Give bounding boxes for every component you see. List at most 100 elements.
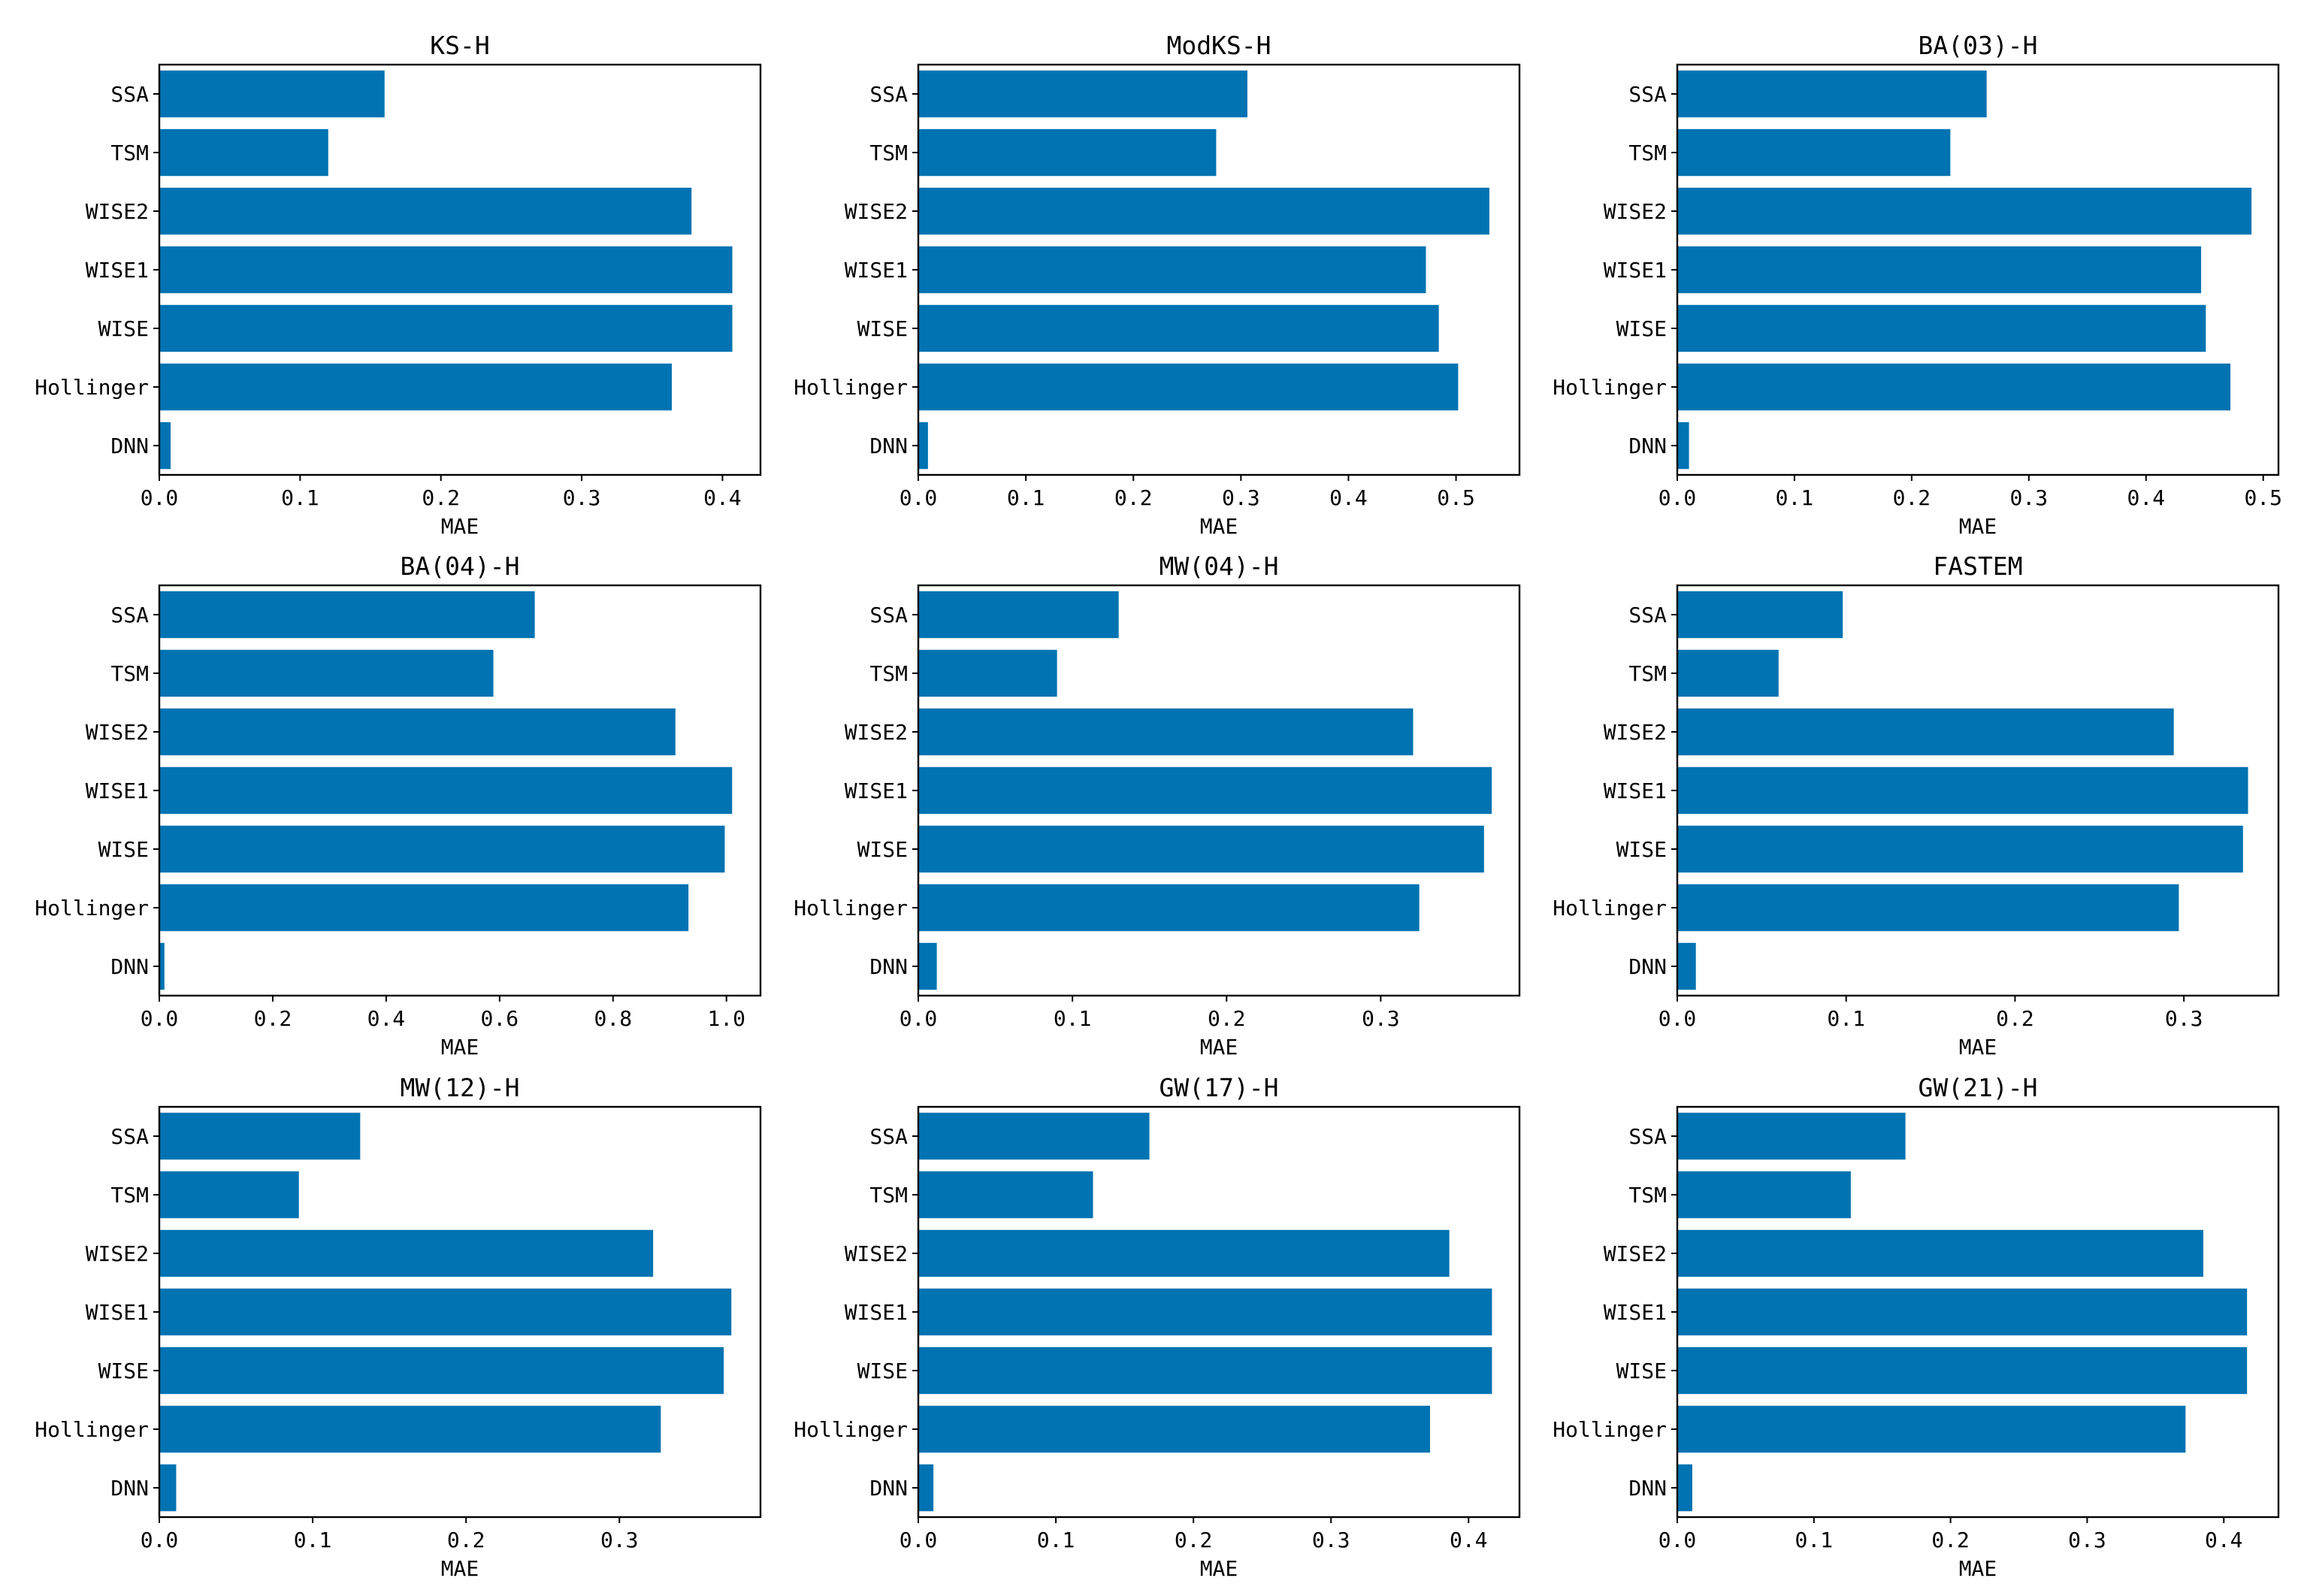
x-tick-label: 0.0 [1658,485,1697,510]
y-tick-label: TSM [1628,141,1667,165]
bar-wise [159,304,733,352]
x-tick-label: 0.0 [141,1528,179,1552]
x-tick-label: 0.3 [2010,485,2049,510]
y-tick-label: TSM [110,1183,149,1208]
x-tick-label: 0.4 [1329,485,1368,510]
y-tick-label: Hollinger [1553,1417,1667,1442]
x-tick-label: 0.1 [294,1528,332,1552]
y-tick-label: DNN [1628,1476,1667,1501]
bar-hollinger [159,884,689,932]
bar-dnn [918,422,928,470]
y-tick-label: SSA [110,1124,149,1149]
x-tick-label: 0.3 [600,1528,639,1552]
bar-wise [1677,1347,2248,1395]
bar-hollinger [159,363,672,411]
bar-hollinger [918,363,1459,411]
y-tick-label: WISE [98,837,149,862]
x-tick-label: 0.3 [2165,1006,2203,1031]
subplot-title: MW(12)-H [401,1073,520,1102]
bar-dnn [1677,942,1696,990]
y-tick-label: DNN [869,434,908,458]
subplot-title: MW(04)-H [1160,552,1279,581]
bar-wise1 [159,766,733,815]
y-tick-label: SSA [869,82,908,107]
x-axis-label: MAE [1959,514,1997,539]
y-tick-label: WISE [857,1359,908,1383]
y-tick-label: WISE2 [86,199,149,224]
y-tick-label: Hollinger [35,375,149,400]
y-tick-label: WISE2 [1604,199,1667,224]
y-tick-label: Hollinger [794,375,908,400]
y-tick-label: WISE2 [1604,1241,1667,1266]
y-tick-label: WISE [1616,837,1667,862]
x-tick-label: 0.4 [703,485,742,510]
y-tick-label: WISE2 [86,1241,149,1266]
x-tick-label: 0.3 [1222,485,1260,510]
y-tick-label: WISE1 [1604,258,1667,283]
subplot-6: FASTEM SSA TSM WISE2 WISE1 WISE Hollinger DNN 0.… [1553,552,2280,1059]
bar-wise2 [1677,708,2174,756]
y-tick-label: WISE2 [1604,720,1667,745]
x-tick-label: 0.5 [2244,485,2282,510]
bar-dnn [1677,1464,1692,1512]
subplot-5: MW(04)-H SSA TSM WISE2 WISE1 WISE Hollinger DNN… [794,552,1521,1059]
bar-tsm [159,128,328,177]
bar-hollinger [918,884,1420,932]
y-tick-label: SSA [1628,603,1667,627]
x-tick-label: 0.4 [367,1006,406,1031]
bar-hollinger [1677,363,2231,411]
bar-tsm [1677,128,1951,177]
x-axis-label: MAE [1200,514,1238,539]
subplot-3: BA(03)-H SSA TSM WISE2 WISE1 WISE Hollinger DNN… [1553,31,2282,539]
bar-wise1 [1677,766,2248,815]
bar-ssa [1677,70,1987,118]
bar-wise [1677,825,2243,873]
y-tick-label: WISE [857,837,908,862]
y-tick-label: Hollinger [794,1417,908,1442]
bar-wise2 [918,708,1414,756]
bar-wise1 [918,1288,1492,1336]
y-tick-label: WISE [98,316,149,341]
y-tick-label: DNN [110,434,149,458]
y-tick-label: TSM [110,661,149,686]
bar-dnn [159,942,165,990]
bar-wise [159,825,725,873]
x-axis-label: MAE [441,1035,479,1059]
subplot-title: GW(17)-H [1160,1073,1279,1102]
bar-wise2 [1677,1229,2203,1277]
x-tick-label: 0.1 [1054,1006,1092,1031]
bar-wise2 [159,1229,654,1277]
bar-dnn [159,422,171,470]
x-tick-label: 0.2 [1893,485,1931,510]
subplot-title: BA(04)-H [401,552,520,581]
bar-wise [159,1347,724,1395]
subplot-title: FASTEM [1933,552,2022,581]
y-tick-label: SSA [110,82,149,107]
x-tick-label: 0.0 [1658,1528,1697,1552]
y-tick-label: WISE [98,1359,149,1383]
y-tick-label: Hollinger [794,896,908,920]
bar-wise1 [918,246,1426,294]
x-tick-label: 0.8 [594,1006,632,1031]
x-axis-label: MAE [1200,1556,1238,1581]
x-tick-label: 1.0 [707,1006,745,1031]
x-tick-label: 0.2 [1996,1006,2034,1031]
subplot-9: GW(21)-H SSA TSM WISE2 WISE1 WISE Hollinger DNN… [1553,1073,2280,1581]
y-tick-label: DNN [869,954,908,979]
bar-tsm [918,128,1217,177]
y-tick-label: SSA [1628,82,1667,107]
bar-tsm [159,649,494,697]
x-tick-label: 0.1 [1776,485,1814,510]
y-tick-label: TSM [869,141,908,165]
y-tick-label: SSA [869,603,908,627]
x-tick-label: 0.4 [2205,1528,2243,1552]
x-tick-label: 0.0 [141,1006,179,1031]
y-tick-label: TSM [1628,661,1667,686]
bar-ssa [918,1112,1150,1160]
bar-wise [918,304,1439,352]
bar-ssa [159,70,385,118]
bar-hollinger [1677,1405,2186,1453]
bar-wise2 [159,187,692,235]
y-tick-label: WISE2 [845,199,908,224]
y-tick-label: WISE [1616,316,1667,341]
